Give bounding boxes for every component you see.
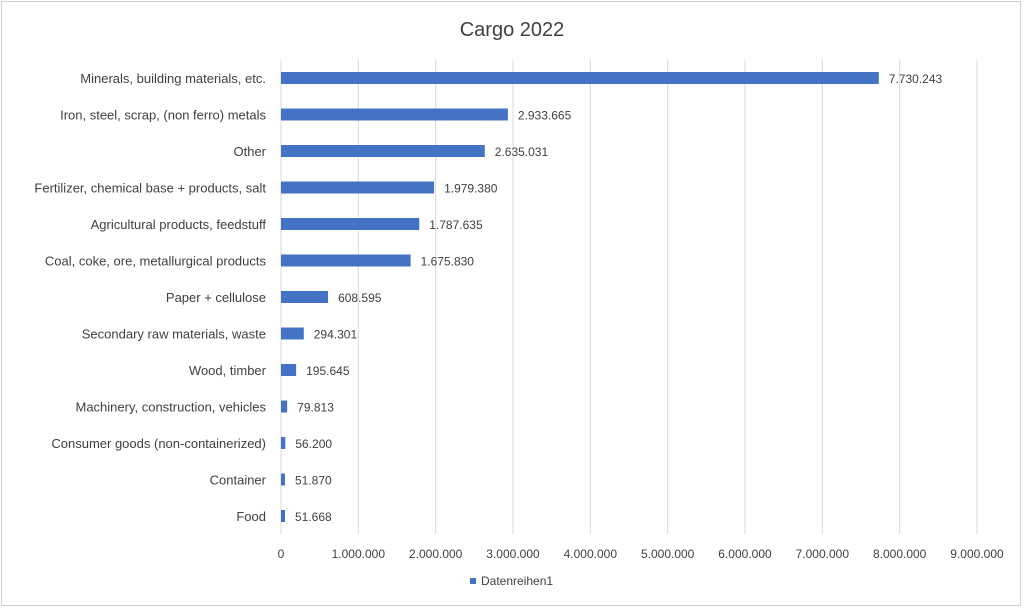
category-label: Secondary raw materials, waste	[82, 327, 266, 342]
bar[interactable]	[281, 291, 329, 303]
x-tick-label: 4.000.000	[564, 547, 618, 561]
category-label: Machinery, construction, vehicles	[75, 400, 266, 415]
data-labels: 7.730.243 2.933.665 2.635.031 1.979.380 1.78…	[295, 72, 943, 524]
category-label: Paper + cellulose	[166, 290, 266, 305]
category-label: Other	[233, 144, 266, 159]
data-label: 195.645	[306, 364, 350, 378]
bars	[281, 72, 879, 522]
x-tick-label: 8.000.000	[873, 547, 927, 561]
bar[interactable]	[281, 510, 285, 522]
x-tick-label: 1.000.000	[332, 547, 386, 561]
category-label: Fertilizer, chemical base + products, sa…	[34, 181, 266, 196]
x-tick-label: 0	[278, 547, 285, 561]
data-label: 2.933.665	[518, 109, 572, 123]
bar[interactable]	[281, 181, 435, 194]
data-label: 608.595	[338, 291, 382, 305]
x-tick-label: 9.000.000	[950, 547, 1004, 561]
category-label: Wood, timber	[189, 363, 267, 378]
bar[interactable]	[281, 108, 508, 121]
data-label: 7.730.243	[889, 72, 943, 86]
gridlines	[280, 60, 978, 534]
data-label: 294.301	[314, 328, 358, 342]
data-label: 51.870	[295, 474, 332, 488]
data-label: 56.200	[295, 437, 332, 451]
category-label: Agricultural products, feedstuff	[91, 217, 267, 232]
category-label: Container	[210, 473, 267, 488]
bar[interactable]	[281, 254, 411, 267]
data-label: 1.675.830	[421, 255, 475, 269]
x-tick-label: 5.000.000	[641, 547, 695, 561]
bar[interactable]	[281, 400, 288, 413]
bar[interactable]	[281, 72, 879, 84]
data-label: 2.635.031	[495, 145, 549, 159]
category-labels: Minerals, building materials, etc. Iron, …	[34, 71, 266, 524]
category-label: Minerals, building materials, etc.	[80, 71, 266, 86]
legend-label: Datenreihen1	[481, 574, 553, 588]
bar[interactable]	[281, 145, 485, 157]
bar[interactable]	[281, 437, 286, 449]
chart-title: Cargo 2022	[460, 19, 565, 41]
bar[interactable]	[281, 473, 286, 486]
bar[interactable]	[281, 218, 420, 230]
bar[interactable]	[281, 364, 297, 376]
x-tick-label: 7.000.000	[796, 547, 850, 561]
legend[interactable]: Datenreihen1	[470, 574, 553, 588]
legend-swatch	[470, 578, 476, 584]
data-label: 79.813	[297, 401, 334, 415]
category-label: Consumer goods (non-containerized)	[51, 436, 266, 451]
category-label: Coal, coke, ore, metallurgical products	[45, 254, 267, 269]
category-label: Food	[236, 509, 266, 524]
data-label: 51.668	[295, 510, 332, 524]
x-tick-label: 3.000.000	[486, 547, 540, 561]
data-label: 1.979.380	[444, 182, 498, 196]
bar[interactable]	[281, 327, 304, 340]
data-label: 1.787.635	[429, 218, 483, 232]
x-axis-tick-labels: 0 1.000.000 2.000.000 3.000.000 4.000.000 5.0…	[278, 547, 1004, 561]
x-tick-label: 2.000.000	[409, 547, 463, 561]
category-label: Iron, steel, scrap, (non ferro) metals	[60, 108, 266, 123]
x-tick-label: 6.000.000	[718, 547, 772, 561]
